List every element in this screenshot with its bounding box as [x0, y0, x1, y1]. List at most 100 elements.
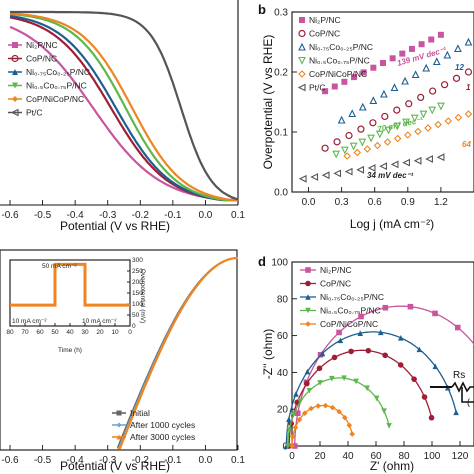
panel-b-point — [411, 70, 420, 79]
panel-b-point — [436, 153, 445, 162]
panel-c-x-tick-label: 0.0 — [198, 455, 212, 466]
panel-d-point — [296, 416, 303, 423]
panel-d-point — [316, 365, 323, 372]
panel-d-point — [293, 391, 299, 397]
panel-a-legend-marker — [12, 42, 18, 48]
panel-b-legend-label: Ni₀.₅Co₀.₇₅P/NC — [309, 56, 370, 66]
inset-y-tick-label: 0 — [132, 323, 136, 330]
panel-b-legend-marker — [297, 83, 306, 92]
panel-b-point — [464, 110, 473, 118]
panel-d-point — [290, 433, 296, 440]
panel-c-x-tick-label: 0.1 — [231, 455, 245, 466]
panel-a-legend-marker — [11, 54, 19, 63]
panel-b-point — [429, 87, 437, 95]
panel-b-x-label: Log j (mA cm⁻²) — [350, 217, 434, 231]
panel-d-point — [453, 409, 459, 416]
panel-d-point — [349, 431, 356, 437]
panel-d-point — [289, 443, 295, 449]
panel-b-point — [337, 115, 346, 124]
panel-d-y-label: -Z'' (ohm) — [261, 329, 275, 380]
panel-b-x-tick-label: 0.3 — [335, 197, 349, 208]
panel-b-point — [437, 102, 445, 111]
panel-d-legend-marker — [305, 267, 311, 273]
panel-a-legend-marker — [10, 108, 19, 117]
inset-x-tick-label: 50 — [51, 329, 59, 336]
panel-a-x-tick-label: -0.2 — [132, 210, 150, 221]
panel-c-x-tick-label: -0.3 — [99, 455, 117, 466]
panel-d-point — [302, 410, 308, 416]
panel-b-slope-label: 1 — [466, 83, 471, 92]
panel-d-legend-label: CoP/NC — [320, 279, 351, 289]
panel-b-point — [440, 81, 449, 89]
panel-a-curve-3 — [9, 12, 238, 202]
panel-b-point — [344, 167, 353, 176]
panel-b-point — [379, 162, 388, 171]
panel-b-point — [340, 146, 349, 155]
panel-b-point — [454, 44, 462, 53]
panel-c-x-tick-label: -0.1 — [164, 455, 182, 466]
panel-b-point — [443, 50, 452, 59]
panel-a-x-tick-label: -0.5 — [34, 210, 52, 221]
panel-b-legend-label: Ni₀.₇₅Co₀.₂₅P/NC — [309, 42, 373, 52]
panel-b-point — [419, 110, 428, 119]
panel-b-point — [424, 124, 432, 132]
panel-b-point — [401, 76, 409, 85]
panel-b-point — [418, 41, 425, 48]
panel-b-point — [353, 148, 362, 157]
panel-a-legend-label: Ni₀.₇₅Co₀.₂₅P/NC — [26, 67, 90, 77]
panel-b-point — [432, 57, 441, 66]
panel-b-point — [321, 171, 330, 180]
panel-b-point — [322, 88, 329, 95]
inset-y-tick-label: 200 — [132, 279, 143, 286]
panel-c-x-label: Potential (V vs RHE) — [60, 459, 170, 473]
panel-d-point — [346, 422, 353, 429]
panel-b-point — [375, 130, 384, 139]
panel-d-legend-marker — [305, 280, 311, 287]
panel-d-y-tick-label: 100 — [271, 258, 288, 269]
panel-a-legend-marker — [12, 96, 18, 102]
panel-d-point — [322, 402, 329, 409]
inset-x-tick-label: 80 — [6, 329, 14, 336]
panel-b-point — [414, 127, 422, 136]
panel-b-point — [390, 83, 399, 92]
panel-b-legend-marker — [298, 70, 306, 78]
panel-d-point — [292, 424, 299, 431]
panel-b: b Overpotential (V vs RHE) Log j (mA cm⁻… — [258, 2, 474, 231]
panel-a-legend-marker — [12, 82, 18, 89]
panel-b-y-tick-label: 0.1 — [274, 128, 288, 139]
panel-b-point — [454, 113, 463, 122]
panel-d-point — [336, 329, 342, 336]
panel-d-legend-label: CoP/NiCoP/NC — [320, 319, 378, 329]
panel-b-legend-label: CoP/NiCoP/NC — [309, 69, 367, 79]
inset-x-tick-label: 20 — [96, 329, 104, 336]
panel-a-legend-label: Ni₀.₅Co₀.₇₅P/NC — [26, 81, 87, 91]
circuit-tail: ( — [467, 397, 470, 407]
panel-d-point — [373, 395, 380, 402]
inset-label-10-left: 10 mA cm⁻² — [12, 318, 47, 325]
panel-c-x-tick-label: -0.6 — [1, 455, 19, 466]
panel-b-point — [321, 144, 329, 152]
panel-b-point — [367, 164, 376, 172]
panel-a-x-tick-label: -0.3 — [99, 210, 117, 221]
panel-b-point — [345, 131, 353, 140]
panel-c-legend-marker — [116, 434, 122, 440]
panel-b-point — [428, 106, 437, 115]
inset-y-tick-label: 50 — [132, 312, 140, 319]
inset-trace — [10, 262, 130, 307]
panel-b-point — [351, 74, 358, 81]
panel-b-point — [370, 64, 377, 71]
panel-d-point — [297, 398, 304, 405]
panel-b-slope-label: 12 — [455, 63, 464, 72]
panel-b-point — [464, 68, 473, 76]
circuit-rs-label: Rs — [453, 370, 465, 381]
panel-b-point — [390, 160, 399, 169]
panel-b-point — [417, 93, 425, 102]
panel-d-point — [364, 385, 370, 392]
inset-label-50: 50 mA cm⁻² — [42, 263, 77, 270]
panel-b-point — [402, 158, 410, 167]
panel-b-point — [405, 100, 413, 108]
panel-b-point — [399, 50, 406, 57]
panel-d-point — [377, 329, 384, 336]
panel-a-x-tick-label: 0.0 — [198, 210, 212, 221]
